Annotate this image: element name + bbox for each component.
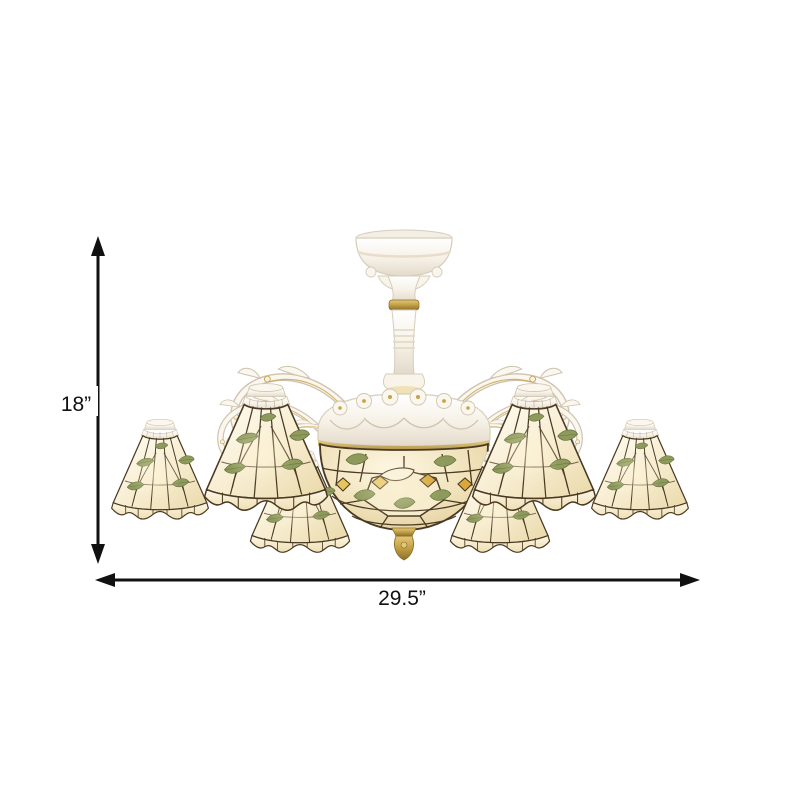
- brass-finial: [391, 527, 417, 561]
- central-stained-glass-bowl: [319, 442, 489, 531]
- chandelier-fixture: [111, 229, 689, 561]
- width-arrow-left: [95, 573, 115, 587]
- height-arrow-bottom: [91, 544, 105, 564]
- width-dimension-label: 29.5”: [378, 587, 426, 610]
- height-dimension: 18”: [52, 236, 105, 564]
- width-dimension: 29.5”: [95, 573, 700, 610]
- width-arrow-right: [680, 573, 700, 587]
- height-dimension-label: 18”: [61, 393, 91, 416]
- tiffany-cone-shade: [591, 418, 689, 520]
- height-label-backdrop: [52, 386, 98, 416]
- height-arrow-top: [91, 236, 105, 256]
- gold-collar-ring: [388, 299, 420, 311]
- center-stem: [382, 275, 426, 394]
- tiffany-cone-shade: [111, 418, 209, 520]
